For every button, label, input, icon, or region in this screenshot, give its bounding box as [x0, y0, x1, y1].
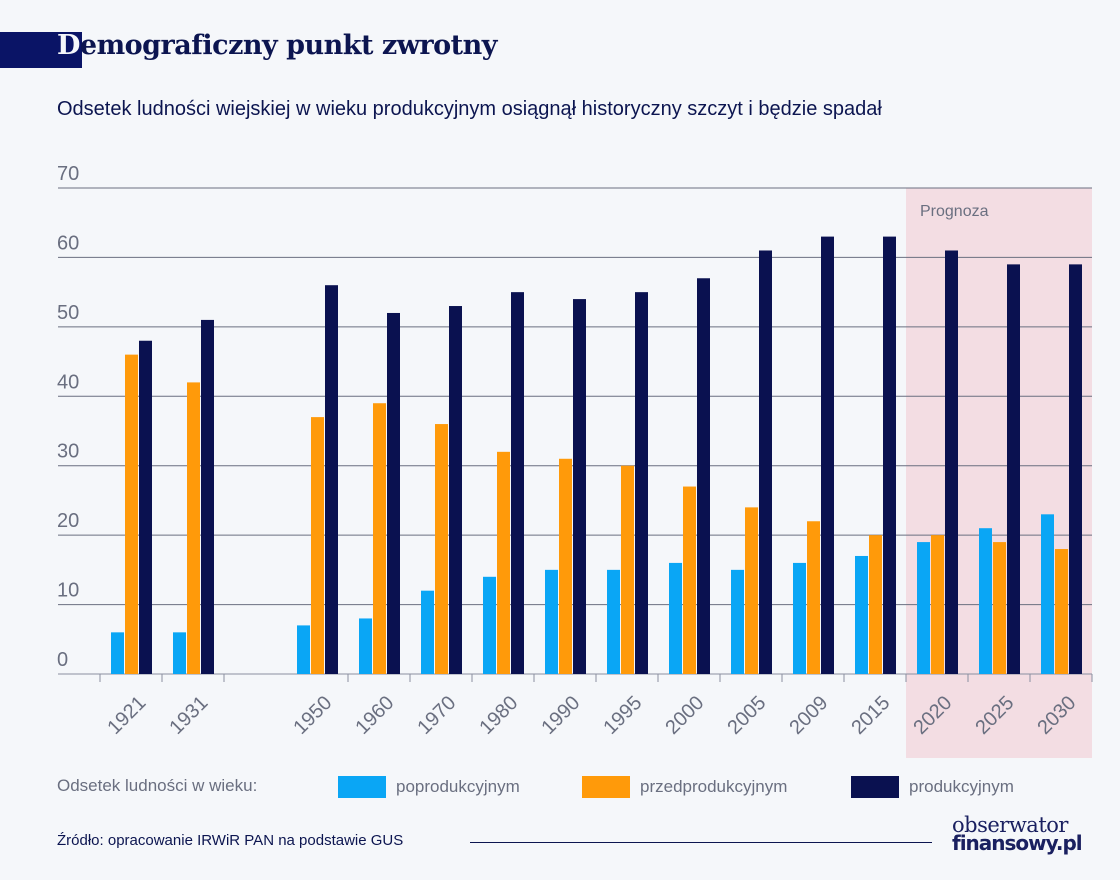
- bar-produkcyjnym-1960: [387, 312, 400, 674]
- legend-swatch: [851, 776, 899, 798]
- x-tick-label: 1990: [537, 692, 584, 739]
- y-tick-label: 0: [57, 649, 68, 671]
- legend-label: poprodukcyjnym: [396, 777, 520, 796]
- legend-swatch: [338, 776, 386, 798]
- source-divider: [470, 842, 932, 843]
- x-tick-label: 1931: [165, 692, 212, 739]
- x-tick-label: 2000: [661, 692, 708, 739]
- x-tick-label: 1980: [475, 692, 522, 739]
- x-tick-label: 1921: [103, 692, 150, 739]
- bar-poprodukcyjnym-2025: [979, 528, 992, 674]
- x-tick-label: 1995: [599, 692, 646, 739]
- bar-produkcyjnym-1950: [325, 285, 338, 674]
- bar-produkcyjnym-2005: [759, 250, 772, 674]
- bar-poprodukcyjnym-1950: [297, 625, 310, 674]
- legend-swatch: [582, 776, 630, 798]
- x-tick-label: 1950: [289, 692, 336, 739]
- bar-produkcyjnym-2025: [1007, 264, 1020, 674]
- bar-przedprodukcyjnym-1995: [621, 465, 634, 674]
- y-tick-label: 10: [57, 580, 79, 602]
- y-tick-label: 70: [57, 163, 79, 185]
- logo: obserwator finansowy.pl: [952, 813, 1083, 855]
- bar-poprodukcyjnym-2009: [793, 562, 806, 674]
- bar-poprodukcyjnym-1960: [359, 618, 372, 674]
- legend-label: przedprodukcyjnym: [640, 777, 788, 796]
- y-tick-label: 50: [57, 302, 79, 324]
- x-tick-label: 1970: [413, 692, 460, 739]
- bar-przedprodukcyjnym-2015: [869, 535, 882, 674]
- bar-poprodukcyjnym-2015: [855, 555, 868, 674]
- bar-produkcyjnym-2020: [945, 250, 958, 674]
- x-tick-label: 2015: [847, 692, 894, 739]
- title-initial: D: [57, 30, 80, 61]
- bar-przedprodukcyjnym-2000: [683, 486, 696, 674]
- title-rest: emograficzny punkt zwrotny: [79, 30, 498, 61]
- bar-przedprodukcyjnym-2025: [993, 542, 1006, 674]
- bar-poprodukcyjnym-1931: [173, 632, 186, 674]
- y-tick-label: 30: [57, 441, 79, 463]
- bar-produkcyjnym-1995: [635, 292, 648, 674]
- bar-produkcyjnym-1970: [449, 306, 462, 674]
- bar-produkcyjnym-1921: [139, 340, 152, 674]
- bar-poprodukcyjnym-2030: [1041, 514, 1054, 674]
- bar-poprodukcyjnym-1921: [111, 632, 124, 674]
- y-tick-label: 20: [57, 510, 79, 532]
- bar-przedprodukcyjnym-1921: [125, 354, 138, 674]
- title-accent-bar: [0, 32, 82, 68]
- bar-produkcyjnym-2009: [821, 236, 834, 674]
- bar-przedprodukcyjnym-1931: [187, 382, 200, 674]
- legend-title: Odsetek ludności w wieku:: [57, 776, 258, 795]
- bar-produkcyjnym-1931: [201, 319, 214, 674]
- bar-produkcyjnym-1980: [511, 292, 524, 674]
- legend-item-produkcyjnym: produkcyjnym: [851, 776, 1014, 798]
- y-tick-label: 40: [57, 371, 79, 393]
- bar-przedprodukcyjnym-2020: [931, 535, 944, 674]
- bar-produkcyjnym-1990: [573, 299, 586, 674]
- bar-przedprodukcyjnym-2030: [1055, 549, 1068, 674]
- x-tick-label: 2009: [785, 692, 832, 739]
- bar-poprodukcyjnym-1995: [607, 569, 620, 674]
- bar-poprodukcyjnym-2000: [669, 562, 682, 674]
- bar-produkcyjnym-2000: [697, 278, 710, 674]
- bar-produkcyjnym-2015: [883, 236, 896, 674]
- y-tick-label: 60: [57, 232, 79, 254]
- bar-przedprodukcyjnym-1960: [373, 403, 386, 674]
- bar-przedprodukcyjnym-1990: [559, 458, 572, 674]
- source-note: Źródło: opracowanie IRWiR PAN na podstaw…: [57, 832, 404, 849]
- bar-poprodukcyjnym-1980: [483, 576, 496, 674]
- forecast-label: Prognoza: [920, 203, 989, 220]
- legend-item-poprodukcyjnym: poprodukcyjnym: [338, 776, 520, 798]
- bar-poprodukcyjnym-1970: [421, 590, 434, 674]
- bar-poprodukcyjnym-2005: [731, 569, 744, 674]
- bar-produkcyjnym-2030: [1069, 264, 1082, 674]
- bar-przedprodukcyjnym-1970: [435, 424, 448, 674]
- x-tick-label: 1960: [351, 692, 398, 739]
- chart-subtitle: Odsetek ludności wiejskiej w wieku produ…: [57, 98, 882, 120]
- bar-przedprodukcyjnym-2009: [807, 521, 820, 674]
- bar-poprodukcyjnym-1990: [545, 569, 558, 674]
- legend-item-przedprodukcyjnym: przedprodukcyjnym: [582, 776, 787, 798]
- legend-label: produkcyjnym: [909, 777, 1014, 796]
- bar-poprodukcyjnym-2020: [917, 542, 930, 674]
- x-tick-label: 2005: [723, 692, 770, 739]
- bar-przedprodukcyjnym-2005: [745, 507, 758, 674]
- bar-przedprodukcyjnym-1980: [497, 451, 510, 674]
- page-title: Demograficzny punkt zwrotny: [57, 30, 497, 61]
- bar-przedprodukcyjnym-1950: [311, 417, 324, 674]
